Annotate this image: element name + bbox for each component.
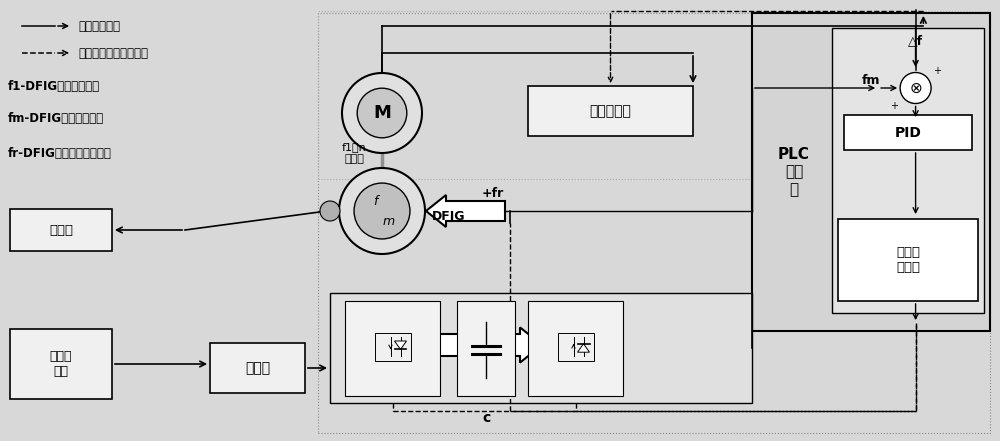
Circle shape: [342, 73, 422, 153]
Text: 拖动变频器: 拖动变频器: [590, 104, 631, 118]
Text: +fr: +fr: [482, 187, 504, 199]
Text: f1，n
编码器: f1，n 编码器: [342, 142, 366, 164]
Text: 配电柜: 配电柜: [245, 361, 270, 375]
Circle shape: [339, 168, 425, 254]
Circle shape: [320, 201, 340, 221]
FancyBboxPatch shape: [10, 209, 112, 251]
Text: 配电变
压器: 配电变 压器: [50, 350, 72, 378]
FancyBboxPatch shape: [345, 301, 440, 396]
Text: f: f: [373, 194, 377, 208]
Text: +: +: [890, 101, 898, 111]
Text: M: M: [373, 104, 391, 122]
Polygon shape: [394, 341, 406, 349]
Text: 励磁频
率参量: 励磁频 率参量: [896, 246, 920, 274]
Circle shape: [354, 183, 410, 239]
Text: fm: fm: [862, 74, 881, 86]
Text: m: m: [383, 214, 395, 228]
FancyBboxPatch shape: [210, 343, 305, 393]
FancyBboxPatch shape: [457, 301, 515, 396]
Text: fm-DFIG转子旋转频率: fm-DFIG转子旋转频率: [8, 112, 104, 126]
Circle shape: [357, 88, 407, 138]
Text: +: +: [933, 66, 941, 75]
Polygon shape: [578, 344, 590, 352]
FancyBboxPatch shape: [330, 293, 752, 403]
Text: 通讯线及控制信号方向: 通讯线及控制信号方向: [78, 46, 148, 60]
Text: 负载柜: 负载柜: [49, 224, 73, 236]
FancyBboxPatch shape: [832, 28, 984, 313]
FancyBboxPatch shape: [844, 115, 972, 150]
Text: 线路电流流向: 线路电流流向: [78, 19, 120, 33]
FancyBboxPatch shape: [528, 86, 693, 136]
FancyBboxPatch shape: [752, 13, 990, 331]
Polygon shape: [426, 195, 505, 227]
Polygon shape: [422, 327, 542, 363]
FancyBboxPatch shape: [838, 219, 978, 301]
Text: f1-DFIG定子旋转频率: f1-DFIG定子旋转频率: [8, 79, 100, 93]
Text: c: c: [482, 411, 490, 425]
FancyBboxPatch shape: [10, 329, 112, 399]
Text: ⊗: ⊗: [909, 81, 922, 96]
FancyBboxPatch shape: [528, 301, 623, 396]
FancyBboxPatch shape: [558, 333, 594, 361]
Text: PID: PID: [895, 126, 921, 139]
Text: PLC
控制
器: PLC 控制 器: [778, 147, 810, 197]
FancyBboxPatch shape: [374, 333, 411, 361]
Text: △f: △f: [908, 34, 923, 47]
Text: fr-DFIG转子励磁电流频率: fr-DFIG转子励磁电流频率: [8, 146, 112, 160]
Text: DFIG: DFIG: [432, 209, 466, 223]
Circle shape: [900, 72, 931, 104]
